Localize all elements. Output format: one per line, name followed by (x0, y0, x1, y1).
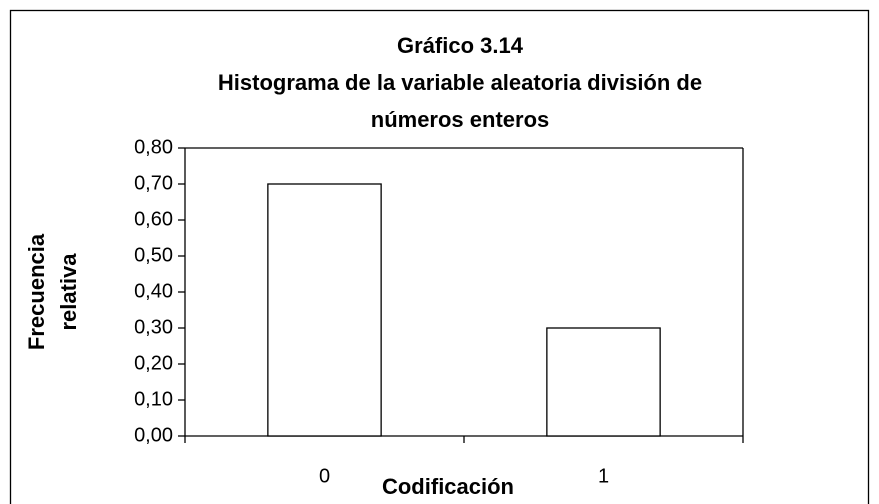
y-tick-label: 0,50 (134, 244, 173, 266)
bar (267, 183, 382, 437)
x-axis-label: Codificación (382, 474, 514, 499)
chart-title: Gráfico 3.14 (397, 33, 524, 58)
y-axis-label: relativa (56, 253, 81, 331)
y-tick-label: 0,60 (134, 208, 173, 230)
chart-title: Histograma de la variable aleatoria divi… (218, 70, 702, 95)
x-tick-label: 0 (319, 465, 330, 487)
y-tick-label: 0,70 (134, 172, 173, 194)
y-tick-label: 0,00 (134, 424, 173, 446)
chart-border (9, 9, 870, 504)
y-tick-label: 0,40 (134, 280, 173, 302)
y-tick-label: 0,80 (134, 136, 173, 158)
bar (546, 327, 661, 437)
chart-title: números enteros (371, 107, 550, 132)
y-tick-label: 0,30 (134, 316, 173, 338)
x-tick-label: 1 (598, 465, 609, 487)
y-tick-label: 0,10 (134, 388, 173, 410)
y-axis-label: Frecuencia (24, 233, 49, 350)
y-tick-label: 0,20 (134, 352, 173, 374)
